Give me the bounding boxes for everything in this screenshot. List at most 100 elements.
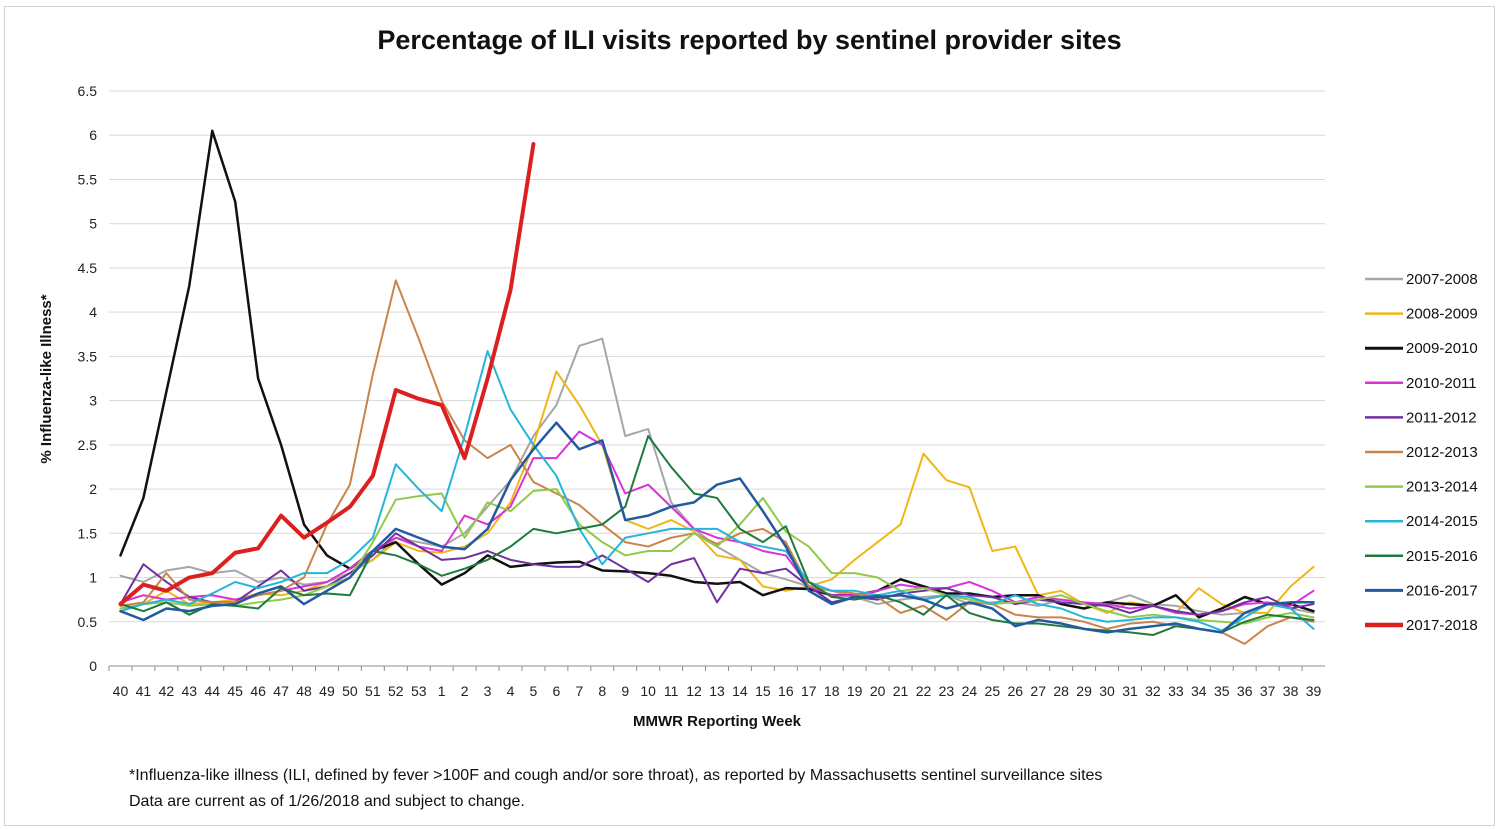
x-tick-label: 27 bbox=[1030, 683, 1046, 699]
footnote-line-2: Data are current as of 1/26/2018 and sub… bbox=[129, 793, 525, 810]
y-tick-label: 2 bbox=[89, 481, 97, 497]
y-tick-label: 4.5 bbox=[78, 260, 98, 276]
x-tick-label: 9 bbox=[621, 683, 629, 699]
x-tick-label: 16 bbox=[778, 683, 794, 699]
chart-frame: Percentage of ILI visits reported by sen… bbox=[4, 6, 1495, 826]
series-line-2008-2009 bbox=[119, 370, 1315, 614]
y-axis-ticks: 0 0.5 1 1.5 2 2.5 3 3.5 4 4.5 5 5.5 6 6.5 bbox=[78, 83, 98, 674]
x-tick-label: 11 bbox=[664, 683, 679, 699]
legend-entry: 2014-2015 bbox=[1406, 513, 1478, 530]
x-tick-label: 20 bbox=[870, 683, 886, 699]
x-tick-label: 18 bbox=[824, 683, 840, 699]
gridlines bbox=[109, 90, 1325, 667]
x-axis-label: MMWR Reporting Week bbox=[633, 713, 802, 730]
x-tick-label: 53 bbox=[411, 683, 427, 699]
y-tick-label: 1 bbox=[89, 570, 97, 586]
x-tick-label: 1 bbox=[438, 683, 446, 699]
x-tick-label: 34 bbox=[1191, 683, 1207, 699]
x-tick-label: 12 bbox=[686, 683, 702, 699]
y-tick-label: 0 bbox=[89, 658, 97, 674]
x-tick-label: 51 bbox=[365, 683, 381, 699]
x-tick-label: 4 bbox=[507, 683, 515, 699]
legend-entry: 2010-2011 bbox=[1406, 375, 1477, 392]
legend-entry: 2015-2016 bbox=[1406, 548, 1478, 565]
x-tick-label: 25 bbox=[985, 683, 1001, 699]
series-line-2011-2012 bbox=[119, 532, 1315, 616]
x-tick-label: 38 bbox=[1283, 683, 1299, 699]
legend-entry: 2012-2013 bbox=[1406, 444, 1478, 461]
y-tick-label: 5 bbox=[89, 216, 97, 232]
series-line-2009-2010 bbox=[119, 129, 1315, 619]
x-tick-label: 21 bbox=[893, 683, 909, 699]
x-tick-label: 31 bbox=[1122, 683, 1138, 699]
chart-title: Percentage of ILI visits reported by sen… bbox=[377, 25, 1122, 55]
series-line-2014-2015 bbox=[119, 350, 1315, 632]
x-tick-label: 35 bbox=[1214, 683, 1230, 699]
x-tick-label: 23 bbox=[939, 683, 955, 699]
legend-entry: 2009-2010 bbox=[1406, 340, 1478, 357]
x-tick-label: 49 bbox=[319, 683, 335, 699]
y-axis-label: % Influenza-like Illness* bbox=[38, 294, 55, 463]
x-tick-label: 7 bbox=[575, 683, 583, 699]
x-tick-label: 19 bbox=[847, 683, 863, 699]
x-tick-label: 42 bbox=[159, 683, 175, 699]
y-tick-label: 4 bbox=[89, 304, 97, 320]
x-tick-label: 13 bbox=[709, 683, 725, 699]
x-tick-label: 46 bbox=[250, 683, 266, 699]
series-line-2007-2008 bbox=[119, 337, 1315, 616]
x-tick-label: 29 bbox=[1076, 683, 1092, 699]
series-line-2010-2011 bbox=[119, 430, 1315, 616]
x-tick-label: 24 bbox=[962, 683, 978, 699]
x-tick-label: 37 bbox=[1260, 683, 1276, 699]
line-chart: 00.511.522.533.544.555.566.5 40 41 42 43 44 4… bbox=[38, 83, 1478, 730]
x-tick-label: 15 bbox=[755, 683, 771, 699]
x-tick-label: 5 bbox=[530, 683, 538, 699]
series-lines bbox=[118, 129, 1315, 645]
x-tick-label: 10 bbox=[640, 683, 656, 699]
x-tick-label: 52 bbox=[388, 683, 404, 699]
x-tick-label: 8 bbox=[598, 683, 606, 699]
x-tick-label: 45 bbox=[227, 683, 243, 699]
x-tick-label: 17 bbox=[801, 683, 817, 699]
series-line-2012-2013 bbox=[119, 279, 1315, 645]
series-line-2016-2017 bbox=[119, 421, 1315, 634]
x-tick-label: 30 bbox=[1099, 683, 1115, 699]
footnote-line-1: *Influenza-like illness (ILI, defined by… bbox=[129, 767, 1103, 784]
legend-entry: 2013-2014 bbox=[1406, 479, 1478, 496]
legend-entry: 2016-2017 bbox=[1406, 582, 1478, 599]
y-tick-label: 3 bbox=[89, 393, 97, 409]
x-tick-label: 48 bbox=[296, 683, 312, 699]
x-tick-label: 3 bbox=[484, 683, 492, 699]
x-tick-label: 47 bbox=[273, 683, 289, 699]
x-tick-label: 43 bbox=[182, 683, 198, 699]
x-tick-label: 44 bbox=[204, 683, 220, 699]
x-tick-label: 22 bbox=[916, 683, 932, 699]
legend-entry: 2007-2008 bbox=[1406, 271, 1478, 288]
y-tick-label: 1.5 bbox=[78, 525, 98, 541]
x-tick-label: 41 bbox=[136, 683, 152, 699]
y-tick-label: 2.5 bbox=[78, 437, 98, 453]
y-tick-label: 5.5 bbox=[78, 171, 98, 187]
x-tick-label: 39 bbox=[1306, 683, 1322, 699]
footnote: *Influenza-like illness (ILI, defined by… bbox=[129, 763, 1102, 815]
series-line-2013-2014 bbox=[119, 488, 1315, 625]
x-tick-label: 50 bbox=[342, 683, 358, 699]
legend: 2007-2008 2008-2009 2009-2010 2010-2011 2011… bbox=[1365, 271, 1478, 634]
legend-entry: 2017-2018 bbox=[1406, 617, 1478, 634]
y-tick-label: 6 bbox=[89, 127, 97, 143]
x-tick-label: 26 bbox=[1007, 683, 1023, 699]
legend-entry: 2008-2009 bbox=[1406, 306, 1478, 323]
y-tick-label: 3.5 bbox=[78, 348, 98, 364]
x-tick-label: 6 bbox=[552, 683, 560, 699]
x-tick-label: 32 bbox=[1145, 683, 1161, 699]
x-axis-ticks: 40 41 42 43 44 45 46 47 48 49 50 51 52 53 1 2 3 4 5 6 7 8 9 10 1… bbox=[108, 666, 1322, 699]
x-tick-label: 14 bbox=[732, 683, 748, 699]
y-tick-label: 6.5 bbox=[78, 83, 98, 99]
x-tick-label: 2 bbox=[461, 683, 469, 699]
legend-entry: 2011-2012 bbox=[1406, 409, 1477, 426]
x-tick-label: 33 bbox=[1168, 683, 1184, 699]
series-line-2017-2018 bbox=[118, 142, 536, 607]
x-tick-label: 40 bbox=[113, 683, 129, 699]
x-tick-label: 28 bbox=[1053, 683, 1069, 699]
y-tick-label: 0.5 bbox=[78, 614, 98, 630]
